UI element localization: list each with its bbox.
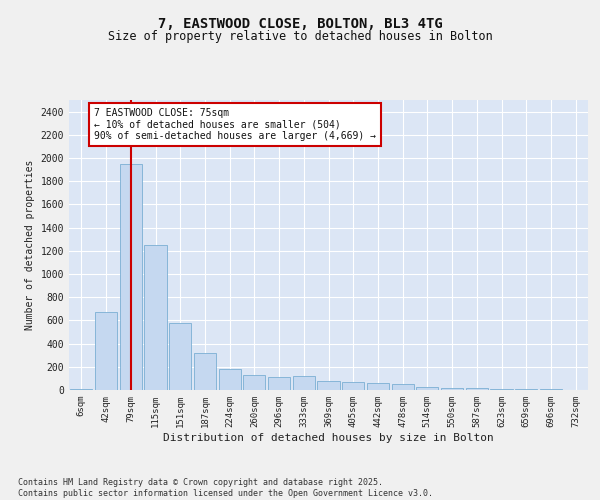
Text: 7, EASTWOOD CLOSE, BOLTON, BL3 4TG: 7, EASTWOOD CLOSE, BOLTON, BL3 4TG	[158, 18, 442, 32]
Bar	[392, 384, 414, 390]
Bar	[342, 382, 364, 390]
Bar	[293, 376, 315, 390]
Y-axis label: Number of detached properties: Number of detached properties	[25, 160, 35, 330]
Bar	[416, 386, 439, 390]
Text: 7 EASTWOOD CLOSE: 75sqm
← 10% of detached houses are smaller (504)
90% of semi-d: 7 EASTWOOD CLOSE: 75sqm ← 10% of detache…	[94, 108, 376, 142]
Bar	[466, 388, 488, 390]
Bar	[243, 375, 265, 390]
Bar	[490, 389, 512, 390]
Text: Contains HM Land Registry data © Crown copyright and database right 2025.
Contai: Contains HM Land Registry data © Crown c…	[18, 478, 433, 498]
Bar	[317, 380, 340, 390]
X-axis label: Distribution of detached houses by size in Bolton: Distribution of detached houses by size …	[163, 432, 494, 442]
Text: Size of property relative to detached houses in Bolton: Size of property relative to detached ho…	[107, 30, 493, 43]
Bar	[194, 353, 216, 390]
Bar	[119, 164, 142, 390]
Bar	[145, 245, 167, 390]
Bar	[218, 368, 241, 390]
Bar	[367, 383, 389, 390]
Bar	[268, 377, 290, 390]
Bar	[441, 388, 463, 390]
Bar	[95, 312, 117, 390]
Bar	[169, 322, 191, 390]
